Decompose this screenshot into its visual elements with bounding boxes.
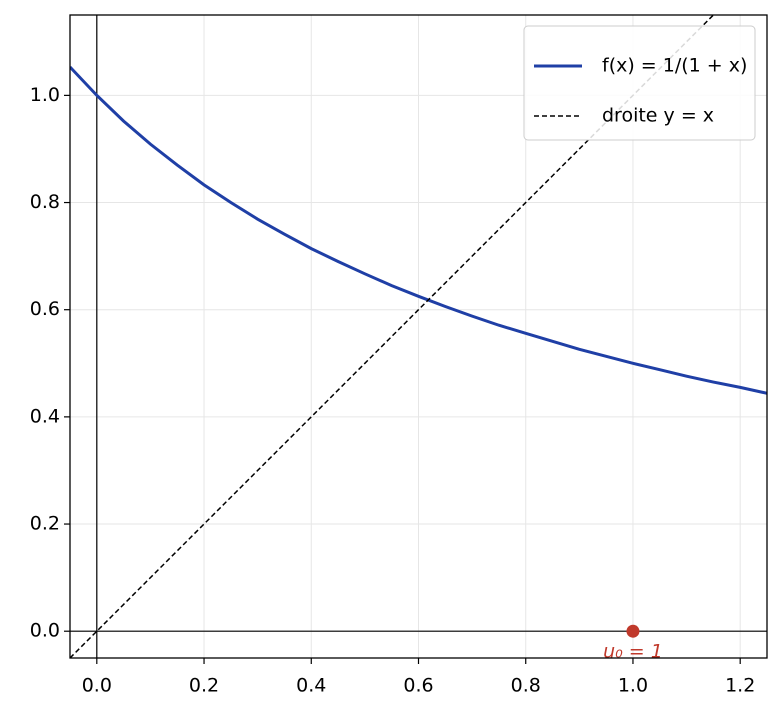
y-tick-label: 0.6 xyxy=(30,298,60,320)
x-tick-label: 0.6 xyxy=(403,675,433,697)
y-tick-label: 1.0 xyxy=(30,84,60,106)
plot-area xyxy=(70,15,767,658)
x-tick-label: 0.0 xyxy=(82,675,112,697)
x-tick-label: 0.8 xyxy=(511,675,541,697)
series-line xyxy=(70,65,767,395)
y-tick-label: 0.4 xyxy=(30,405,60,427)
x-tick-label: 0.2 xyxy=(189,675,219,697)
x-tick-label: 0.4 xyxy=(296,675,326,697)
series-line xyxy=(70,15,715,658)
legend-label: f(x) = 1/(1 + x) xyxy=(602,55,747,77)
x-tick-label: 1.2 xyxy=(725,675,755,697)
y-tick-label: 0.2 xyxy=(30,513,60,535)
legend-box xyxy=(523,25,756,141)
plot-frame xyxy=(69,14,768,659)
legend-label: droite y = x xyxy=(602,105,714,127)
y-tick-label: 0.0 xyxy=(30,620,60,642)
x-tick-label: 1.0 xyxy=(618,675,648,697)
annotation-point xyxy=(626,624,640,638)
y-tick-label: 0.8 xyxy=(30,191,60,213)
annotation-label: u₀ = 1 xyxy=(603,641,663,663)
